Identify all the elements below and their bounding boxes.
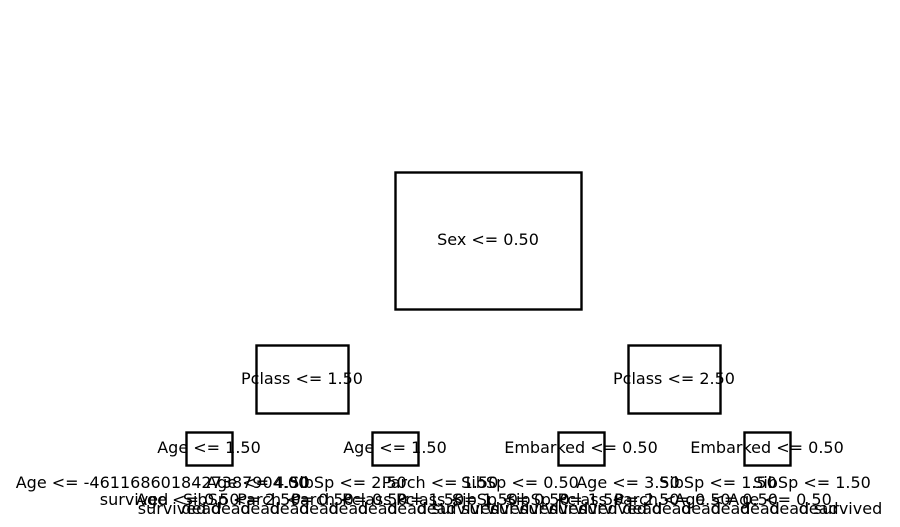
level5-leaf-label-16: survived (579, 499, 647, 518)
level4-node-label-9: SibSp <= 1.50 (506, 490, 624, 509)
level4-node-label-11: Parch <= 0.50 (614, 490, 731, 509)
level4-node-label-3: SibSp <= 2.50 (183, 490, 301, 509)
level4-node-label-6: Pclass <= 1.50 (342, 490, 464, 509)
level5-leaf-label-2: dead (181, 499, 221, 518)
level5-leaf-label-14: survived (520, 499, 588, 518)
level1-node-box-right (627, 344, 722, 415)
level5-leaf-label-20: dead (710, 499, 750, 518)
level5-leaf-labels: surviveddeaddeaddeaddeaddeaddeaddeaddead… (138, 499, 882, 518)
level4-node-label-7: Pclass <= 1.50 (396, 490, 518, 509)
level5-leaf-label-10: dead (417, 499, 457, 518)
level5-leaf-label-15: survived (549, 499, 617, 518)
level2-node-label-2: Age <= 1.50 (343, 438, 447, 457)
root-node-box (394, 171, 583, 311)
level5-leaf-label-3: dead (211, 499, 251, 518)
level5-leaf-label-22: dead (769, 499, 809, 518)
level1-node-label-left: Pclass <= 1.50 (241, 369, 363, 388)
level4-node-label-13: Age <= 0.50 (728, 490, 832, 509)
level3-node-label-2: SibSp <= 2.50 (289, 473, 407, 492)
level3-node-label-6: SibSp <= 1.50 (659, 473, 777, 492)
level5-leaf-label-6: dead (299, 499, 339, 518)
level2-node-label-1: Age <= 1.50 (157, 438, 261, 457)
level3-node-label-4: SibSp <= 0.50 (461, 473, 579, 492)
level1-node-label-right: Pclass <= 2.50 (613, 369, 735, 388)
level5-leaf-label-9: dead (387, 499, 427, 518)
level3-node-label-5: Age <= 3.50 (576, 473, 680, 492)
level1-node-box-left (255, 344, 350, 415)
level2-node-label-3: Embarked <= 0.50 (504, 438, 658, 457)
level2-node-box-4 (743, 431, 792, 467)
level4-node-label-1: survived (100, 490, 168, 509)
level3-node-label-3: Parch <= 1.50 (382, 473, 499, 492)
level5-leaf-label-7: dead (328, 499, 368, 518)
root-node-label: Sex <= 0.50 (437, 230, 539, 249)
level5-leaf-label-5: dead (270, 499, 310, 518)
level5-leaf-label-17: dead (622, 499, 662, 518)
level3-node-label-7: SibSp <= 1.50 (753, 473, 871, 492)
level3-node-label-1: Age <= 4.50 (206, 473, 310, 492)
level5-leaf-label-23: dead (799, 499, 839, 518)
level5-leaf-label-12: survived (461, 499, 529, 518)
level5-leaf-label-21: dead (740, 499, 780, 518)
level5-leaf-label-1: survived (138, 499, 206, 518)
level3-node-label-left: Age <= -4611686018427387904.00 (16, 473, 309, 492)
level5-leaf-label-4: dead (240, 499, 280, 518)
level4-node-label-8: SibSp <= 0.50 (452, 490, 570, 509)
level4-node-label-2: Age <= 0.50 (136, 490, 240, 509)
level4-node-label-4: Parch <= 0.50 (237, 490, 354, 509)
level2-node-box-3 (557, 431, 606, 467)
level4-node-label-10: Pclass <= 2.50 (558, 490, 680, 509)
level2-node-label-4: Embarked <= 0.50 (690, 438, 844, 457)
level2-node-box-2 (371, 431, 420, 467)
level5-leaf-label-13: survived (490, 499, 558, 518)
level5-leaf-label-11: survived (432, 499, 500, 518)
level4-node-label-12: Age <= 0.50 (674, 490, 778, 509)
level5-leaf-label-18: dead (652, 499, 692, 518)
level5-leaf-label-24: survived (814, 499, 882, 518)
level4-node-label-5: Parch <= 0.50 (291, 490, 408, 509)
level5-leaf-label-19: dead (681, 499, 721, 518)
level2-node-box-1 (185, 431, 234, 467)
level5-leaf-label-8: dead (358, 499, 398, 518)
